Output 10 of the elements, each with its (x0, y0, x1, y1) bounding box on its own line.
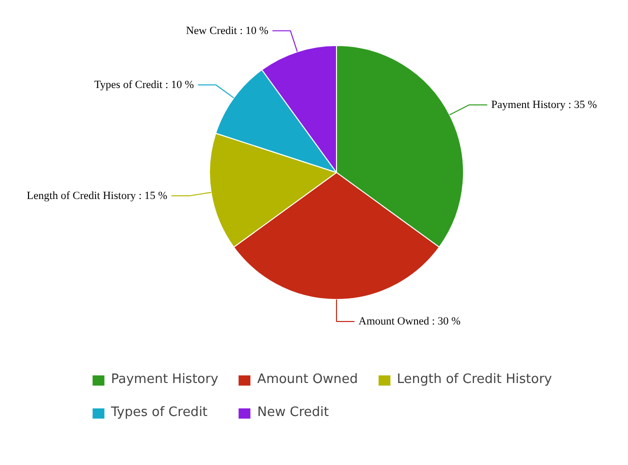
legend-label: New Credit (257, 405, 329, 420)
data-label: New Credit : 10 % (186, 24, 268, 37)
legend-label: Payment History (111, 372, 218, 387)
data-label: Amount Owned : 30 % (358, 316, 461, 328)
data-label: Length of Credit History : 15 % (26, 190, 168, 202)
legend-label: Amount Owned (257, 372, 358, 387)
data-label: Payment History : 35 % (491, 98, 597, 111)
legend-label: Types of Credit (111, 405, 208, 420)
data-label: Types of Credit : 10 % (94, 78, 194, 91)
legend-label: Length of Credit History (396, 372, 552, 387)
